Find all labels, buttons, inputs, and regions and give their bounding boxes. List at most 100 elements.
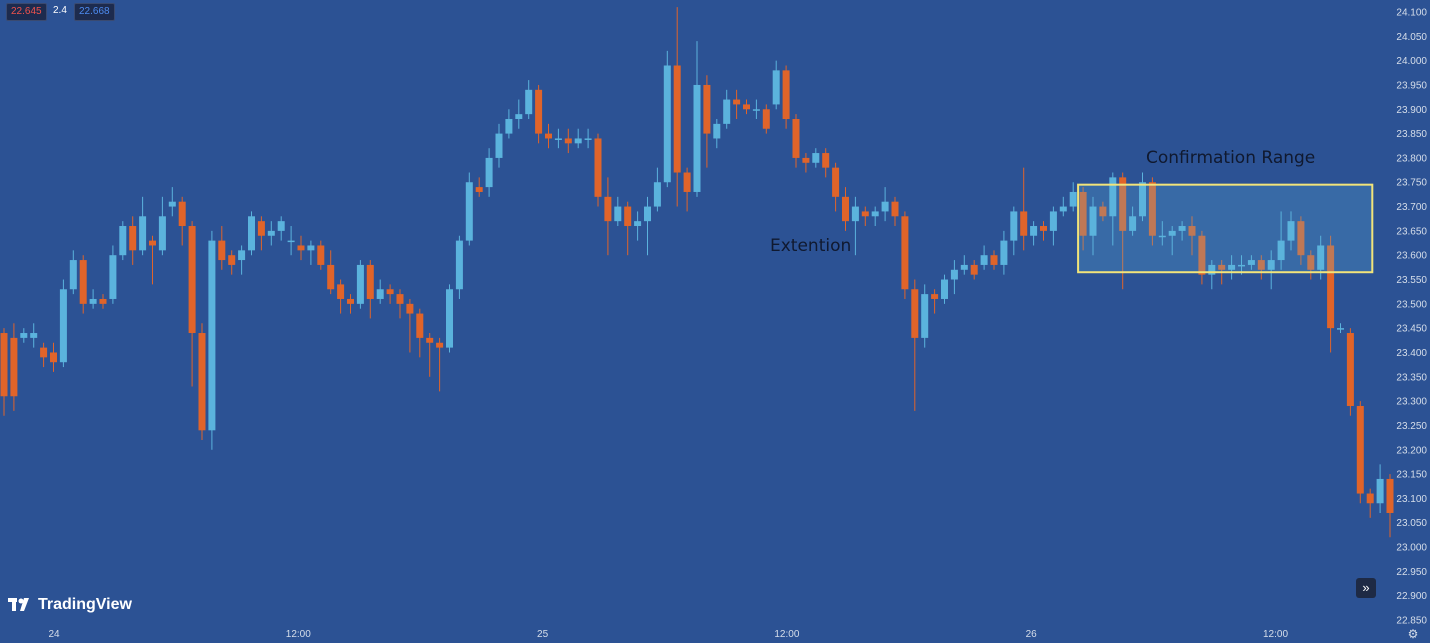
candle	[584, 128, 592, 149]
candle	[842, 187, 849, 231]
candle-body	[1218, 264, 1226, 270]
candles-layer	[0, 7, 1394, 538]
candle-body	[584, 138, 592, 140]
candle-body	[129, 226, 137, 251]
candle	[307, 240, 315, 265]
candle	[1010, 206, 1018, 256]
candle-body	[683, 172, 691, 192]
candle	[901, 211, 909, 299]
candle-body	[89, 298, 97, 304]
candle	[911, 279, 919, 411]
price-tick-label: 23.500	[1396, 299, 1427, 310]
price-tick-label: 23.250	[1396, 421, 1427, 432]
candle-body	[1030, 226, 1038, 236]
candle-body	[802, 157, 810, 163]
candle-body	[416, 313, 424, 338]
candle-body	[109, 255, 117, 299]
candle	[1139, 172, 1146, 222]
candle	[1228, 255, 1236, 280]
candle-body	[208, 240, 216, 431]
candle-body	[20, 333, 28, 338]
candle	[1178, 221, 1186, 241]
candle-body	[1059, 206, 1067, 212]
candle-body	[317, 245, 325, 265]
candle	[1376, 464, 1384, 513]
tradingview-logo[interactable]: TradingView	[8, 596, 132, 614]
candle-body	[881, 201, 889, 212]
candle	[881, 187, 889, 222]
candle	[1327, 235, 1335, 353]
candle-body	[980, 255, 988, 265]
candle	[1337, 323, 1344, 334]
candle	[376, 279, 384, 304]
candle-body	[723, 99, 731, 124]
candle-body	[505, 119, 513, 134]
time-tick-label: 12:00	[286, 629, 311, 640]
candle	[1247, 255, 1255, 270]
candle	[1346, 328, 1354, 416]
price-tick-label: 23.400	[1396, 348, 1427, 359]
candle	[277, 216, 285, 241]
candle-body	[594, 138, 602, 197]
candle	[644, 196, 651, 256]
price-tick-label: 23.900	[1396, 105, 1427, 116]
candle-body	[891, 201, 899, 217]
candle-body	[733, 99, 741, 105]
candle-body	[634, 221, 642, 227]
settings-gear-icon[interactable]: ⚙	[1407, 627, 1419, 641]
candle-body	[812, 153, 820, 163]
candle-body	[792, 119, 800, 158]
candle	[505, 109, 513, 139]
candle-body	[1356, 405, 1364, 494]
bid-price[interactable]: 22.645	[6, 3, 47, 21]
candle-body	[554, 138, 562, 140]
candle-body	[1188, 226, 1196, 236]
candle	[188, 221, 196, 387]
candle-body	[188, 226, 196, 334]
candle-body	[851, 206, 859, 222]
price-axis[interactable]: 24.100 24.050 24.000 23.950 23.900 23.850 23.8…	[1396, 8, 1427, 627]
price-tick-label: 23.600	[1396, 251, 1427, 262]
candle-body	[356, 264, 364, 304]
candle	[782, 65, 790, 129]
candle	[50, 342, 57, 372]
candle	[1079, 187, 1087, 251]
time-tick-label: 24	[48, 629, 60, 640]
price-tick-label: 23.050	[1396, 518, 1427, 529]
candle	[950, 260, 958, 295]
candle	[693, 41, 701, 197]
candle-body	[564, 138, 572, 144]
candle-body	[713, 123, 721, 139]
candle	[337, 279, 345, 314]
candle-body	[1238, 264, 1245, 267]
candle-body	[693, 84, 701, 192]
candle	[1148, 177, 1156, 246]
candle-body	[1287, 221, 1295, 241]
candle-body	[1366, 493, 1374, 504]
candle	[59, 279, 67, 368]
candle-body	[1079, 191, 1087, 236]
scroll-to-realtime-button[interactable]: »	[1356, 578, 1376, 598]
candle	[327, 250, 335, 295]
candle	[1297, 216, 1305, 265]
candle	[287, 226, 295, 256]
confirmation-range-box	[1077, 183, 1374, 274]
candle	[931, 289, 939, 314]
candle	[178, 196, 186, 246]
candle	[1040, 221, 1047, 241]
candle-body	[1168, 230, 1176, 236]
candle	[960, 255, 968, 275]
candle-body	[475, 187, 483, 192]
candle	[1356, 401, 1364, 504]
candle	[446, 284, 453, 353]
candle	[851, 196, 859, 256]
candle	[119, 221, 127, 261]
price-tick-label: 22.900	[1396, 591, 1427, 602]
price-tick-label: 23.150	[1396, 470, 1427, 481]
candle-body	[782, 70, 790, 120]
ask-price[interactable]: 22.668	[74, 3, 115, 21]
price-tick-label: 23.300	[1396, 397, 1427, 408]
candle	[545, 123, 552, 149]
